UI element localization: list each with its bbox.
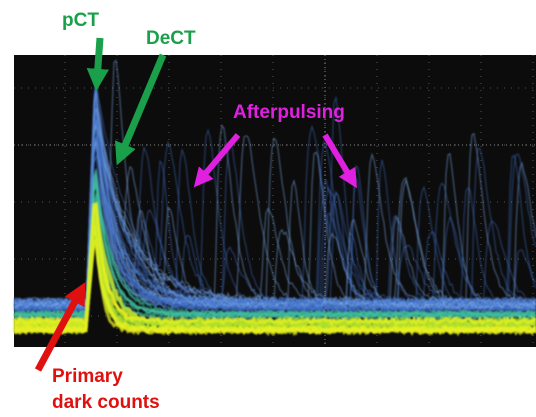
afterpulse-arrow (322, 133, 357, 189)
dect-arrow (115, 53, 167, 166)
pct-arrow (86, 37, 109, 92)
trace (12, 201, 536, 327)
afterpulsing-label: Afterpulsing (233, 102, 345, 123)
primary-label: Primary (52, 366, 123, 387)
trace (13, 132, 536, 306)
trace (13, 107, 536, 304)
trace (13, 87, 536, 309)
trace (13, 182, 536, 316)
dect-label: DeCT (146, 28, 196, 49)
trace (14, 128, 536, 313)
afterpulse-arrow (193, 133, 241, 188)
primary-arrow (34, 282, 86, 372)
trace (13, 236, 536, 335)
baseline-band (14, 318, 86, 332)
trace (13, 141, 536, 310)
pct-label: pCT (62, 10, 99, 31)
scope-traces (12, 59, 536, 337)
primary-label: dark counts (52, 392, 160, 413)
